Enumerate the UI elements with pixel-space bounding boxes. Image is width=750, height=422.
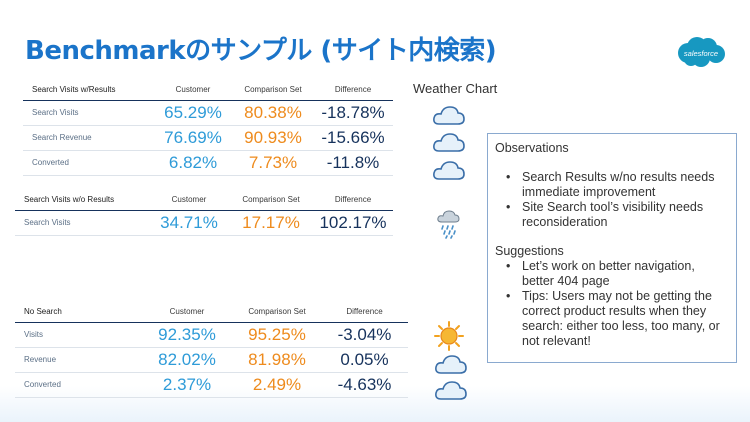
table-no-search: No Search Customer Comparison Set Differ… [15, 302, 408, 398]
comparison-value: 80.38% [233, 100, 313, 126]
customer-value: 6.82% [153, 150, 233, 176]
table-heading: No Search [15, 302, 141, 323]
column-header: Difference [313, 190, 393, 211]
difference-value: 102.17% [313, 210, 393, 236]
column-header: Comparison Set [233, 302, 321, 323]
table-heading: Search Visits w/o Results [15, 190, 149, 211]
salesforce-logo: salesforce [678, 37, 725, 67]
table-header-row: Search Visits w/Results Customer Compari… [23, 80, 393, 101]
page-title: Benchmarkのサンプル (サイト内検索) [25, 36, 497, 66]
difference-value: -11.8% [313, 150, 393, 176]
column-header: Comparison Set [233, 80, 313, 101]
table-search-visits-with-results: Search Visits w/Results Customer Compari… [23, 80, 393, 176]
row-label: Visits [15, 322, 141, 348]
table-row: Search Revenue 76.69% 90.93% -15.66% [23, 125, 393, 151]
table-row: Search Visits 65.29% 80.38% -18.78% [23, 100, 393, 126]
row-label: Converted [23, 150, 153, 176]
suggestions-list: Let’s work on better navigation, better … [495, 259, 729, 349]
observations-panel: Observations Search Results w/no results… [487, 133, 737, 363]
comparison-value: 81.98% [233, 347, 321, 373]
observations-heading: Observations [495, 141, 569, 155]
comparison-value: 17.17% [229, 210, 313, 236]
table-row: Converted 6.82% 7.73% -11.8% [23, 150, 393, 176]
table-heading: Search Visits w/Results [23, 80, 153, 101]
customer-value: 76.69% [153, 125, 233, 151]
table-header-row: No Search Customer Comparison Set Differ… [15, 302, 408, 323]
list-item: Site Search tool’s visibility needs reco… [495, 200, 729, 230]
list-item: Let’s work on better navigation, better … [495, 259, 729, 289]
difference-value: 0.05% [321, 347, 408, 373]
difference-value: -4.63% [321, 372, 408, 398]
list-item: Search Results w/no results needs immedi… [495, 170, 729, 200]
column-header: Difference [313, 80, 393, 101]
cloudy-icon [433, 106, 465, 125]
logo-text: salesforce [684, 49, 718, 58]
table-header-row: Search Visits w/o Results Customer Compa… [15, 190, 393, 211]
comparison-value: 7.73% [233, 150, 313, 176]
customer-value: 92.35% [141, 322, 233, 348]
rain-icon [437, 210, 460, 239]
cloudy-icon [435, 355, 467, 374]
list-item: Tips: Users may not be getting the corre… [495, 289, 729, 349]
row-label: Search Revenue [23, 125, 153, 151]
observations-list: Search Results w/no results needs immedi… [495, 170, 729, 230]
difference-value: -15.66% [313, 125, 393, 151]
difference-value: -18.78% [313, 100, 393, 126]
cloudy-icon [433, 133, 465, 152]
row-label: Search Visits [15, 210, 149, 236]
weather-chart-title: Weather Chart [413, 81, 498, 96]
cloudy-icon [433, 161, 465, 180]
comparison-value: 2.49% [233, 372, 321, 398]
row-label: Converted [15, 372, 141, 398]
column-header: Customer [141, 302, 233, 323]
comparison-value: 90.93% [233, 125, 313, 151]
customer-value: 2.37% [141, 372, 233, 398]
difference-value: -3.04% [321, 322, 408, 348]
suggestions-heading: Suggestions [495, 244, 564, 258]
comparison-value: 95.25% [233, 322, 321, 348]
table-row: Search Visits 34.71% 17.17% 102.17% [15, 210, 393, 236]
column-header: Comparison Set [229, 190, 313, 211]
row-label: Search Visits [23, 100, 153, 126]
table-row: Revenue 82.02% 81.98% 0.05% [15, 347, 408, 373]
table-row: Converted 2.37% 2.49% -4.63% [15, 372, 408, 398]
table-row: Visits 92.35% 95.25% -3.04% [15, 322, 408, 348]
column-header: Difference [321, 302, 408, 323]
column-header: Customer [153, 80, 233, 101]
customer-value: 82.02% [141, 347, 233, 373]
column-header: Customer [149, 190, 229, 211]
sun-icon [434, 321, 464, 351]
cloudy-icon [435, 381, 467, 400]
table-search-visits-without-results: Search Visits w/o Results Customer Compa… [15, 190, 393, 236]
customer-value: 65.29% [153, 100, 233, 126]
row-label: Revenue [15, 347, 141, 373]
customer-value: 34.71% [149, 210, 229, 236]
